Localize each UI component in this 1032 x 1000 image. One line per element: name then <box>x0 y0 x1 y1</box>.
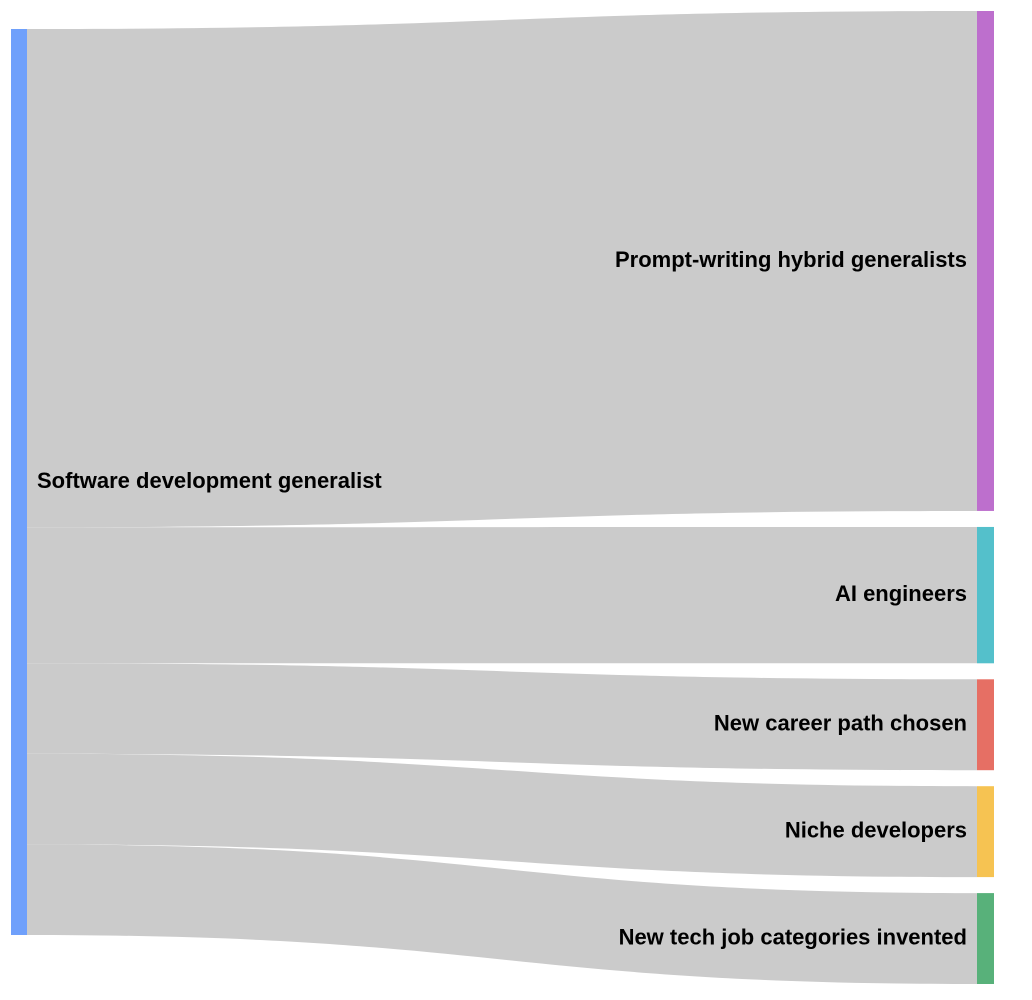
target-node-label-ai-engineers: AI engineers <box>835 581 967 606</box>
flow-to-ai-engineers <box>27 526 977 664</box>
target-node-bar-new-career-path-chosen <box>977 679 994 771</box>
target-node-bar-new-tech-job-categories-invented <box>977 893 994 984</box>
flow-to-new-tech-job-categories-invented <box>27 844 977 984</box>
flow-layer <box>27 11 977 984</box>
flow-to-new-career-path-chosen <box>27 663 977 771</box>
target-node-bar-prompt-writing-hybrid-generalists <box>977 11 994 511</box>
target-node-label-new-tech-job-categories-invented: New tech job categories invented <box>619 924 967 949</box>
target-node-label-new-career-path-chosen: New career path chosen <box>714 711 967 736</box>
node-layer <box>11 11 994 984</box>
source-node-label: Software development generalist <box>37 468 382 493</box>
source-node-bar <box>11 29 27 935</box>
flow-to-prompt-writing-hybrid-generalists <box>27 11 977 528</box>
target-node-label-niche-developers: Niche developers <box>785 817 967 842</box>
target-node-bar-ai-engineers <box>977 526 994 664</box>
target-node-label-prompt-writing-hybrid-generalists: Prompt-writing hybrid generalists <box>615 247 967 272</box>
label-layer: Software development generalist Prompt-w… <box>37 247 967 950</box>
target-node-bar-niche-developers <box>977 786 994 878</box>
flow-to-niche-developers <box>27 753 977 878</box>
